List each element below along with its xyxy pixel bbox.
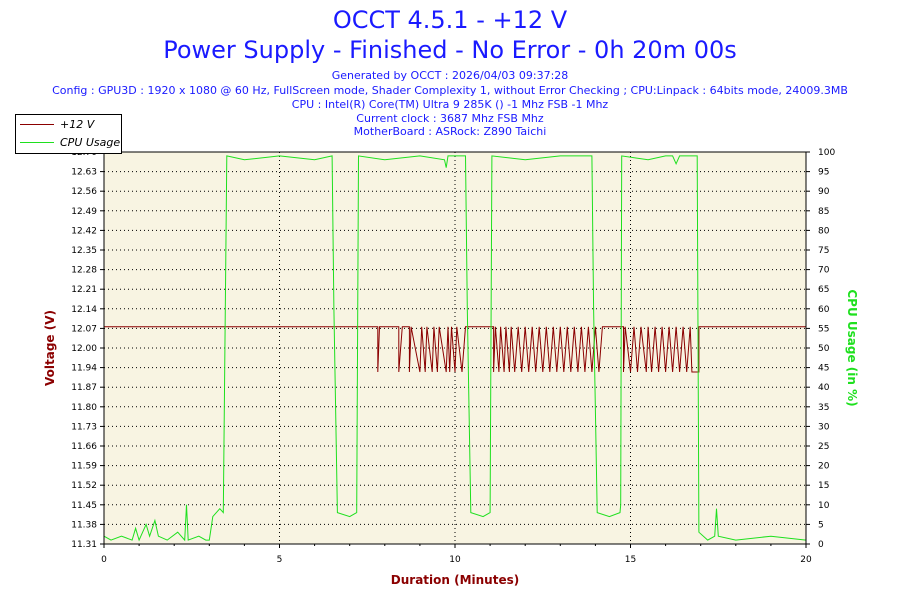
y2-tick-label: 100 — [818, 148, 835, 158]
y-tick-label: 11.80 — [71, 403, 97, 413]
legend-label-cpu: CPU Usage — [60, 135, 121, 149]
y2-tick-label: 90 — [818, 187, 830, 197]
series-line-voltage — [104, 326, 806, 373]
x-tick-label: 20 — [800, 555, 812, 565]
y2-tick-label: 70 — [818, 266, 830, 276]
y2-axis-title: CPU Usage (in %) — [845, 289, 859, 406]
y-tick-label: 11.87 — [71, 383, 97, 393]
y-axis-title: Voltage (V) — [43, 310, 57, 386]
y-tick-label: 12.63 — [71, 168, 97, 178]
plot-frame — [103, 151, 807, 545]
y2-tick-label: 20 — [818, 462, 830, 472]
legend-label-voltage: +12 V — [60, 117, 95, 131]
y2-tick-label: 60 — [818, 305, 830, 315]
legend-swatch-cpu — [20, 141, 54, 143]
x-tick-label: 10 — [449, 555, 461, 565]
legend-swatch-voltage — [20, 123, 54, 125]
series-group — [103, 155, 807, 542]
y-tick-label: 12.28 — [71, 266, 97, 276]
info-config: Config : GPU3D : 1920 x 1080 @ 60 Hz, Fu… — [52, 84, 848, 97]
x-tick-label: 0 — [101, 555, 107, 565]
y2-tick-label: 25 — [818, 442, 829, 452]
y2-tick-label: 95 — [818, 168, 829, 178]
info-motherboard: MotherBoard : ASRock: Z890 Taichi — [353, 125, 547, 138]
y-tick-label: 11.52 — [71, 481, 97, 491]
y2-tick-label: 0 — [818, 540, 824, 550]
y2-tick-label: 65 — [818, 285, 829, 295]
legend-item-voltage: +12 V — [20, 117, 94, 131]
y2-tick-label: 75 — [818, 246, 829, 256]
y-tick-label: 12.49 — [71, 207, 97, 217]
x-tick-label: 15 — [625, 555, 636, 565]
chart-subtitle: Power Supply - Finished - No Error - 0h … — [163, 36, 737, 64]
y2-tick-label: 80 — [818, 226, 830, 236]
legend-item-cpu: CPU Usage — [20, 135, 120, 149]
y2-tick-label: 40 — [818, 383, 830, 393]
info-clock: Current clock : 3687 Mhz FSB Mhz — [356, 112, 544, 125]
y-tick-label: 12.21 — [71, 285, 97, 295]
y-tick-label: 12.14 — [71, 305, 97, 315]
y-tick-label: 11.31 — [71, 540, 97, 550]
y-tick-label: 11.66 — [71, 442, 97, 452]
legend: +12 V CPU Usage — [15, 114, 122, 154]
y2-tick-label: 55 — [818, 324, 829, 334]
chart-title: OCCT 4.5.1 - +12 V — [332, 6, 568, 34]
x-tick-label: 5 — [277, 555, 283, 565]
info-generated: Generated by OCCT : 2026/04/03 09:37:28 — [331, 69, 569, 82]
y-tick-label: 11.73 — [71, 422, 97, 432]
y2-tick-label: 5 — [818, 520, 824, 530]
series-line-cpu-usage — [103, 155, 807, 542]
y2-tick-label: 85 — [818, 207, 829, 217]
y-tick-label: 11.38 — [71, 520, 97, 530]
y2-tick-label: 15 — [818, 481, 829, 491]
y-tick-label: 12.00 — [71, 344, 97, 354]
y-tick-label: 12.07 — [71, 324, 97, 334]
y-tick-label: 11.45 — [71, 501, 97, 511]
y2-tick-label: 35 — [818, 403, 829, 413]
y2-tick-label: 50 — [818, 344, 830, 354]
y2-tick-label: 45 — [818, 364, 829, 374]
y-tick-label: 11.94 — [71, 364, 97, 374]
y-tick-label: 12.42 — [71, 226, 97, 236]
y-tick-label: 11.59 — [71, 462, 97, 472]
y2-tick-label: 30 — [818, 422, 830, 432]
y2-tick-label: 10 — [818, 501, 830, 511]
y-tick-label: 12.56 — [71, 187, 97, 197]
x-axis-title: Duration (Minutes) — [391, 573, 519, 587]
info-cpu: CPU : Intel(R) Core(TM) Ultra 9 285K () … — [291, 98, 609, 111]
y-tick-label: 12.35 — [71, 246, 97, 256]
